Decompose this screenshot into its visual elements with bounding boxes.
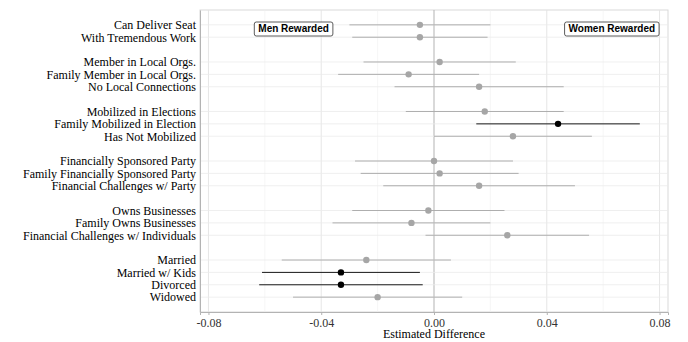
y-tick: Financial Challenges w/ Party — [52, 179, 200, 193]
y-tick: No Local Connections — [88, 80, 200, 94]
x-tick-label: 0.04 — [537, 316, 558, 330]
annotation: Women Rewarded — [565, 22, 660, 36]
y-axis-line — [200, 11, 201, 313]
point — [436, 59, 442, 65]
x-tick: 0.08 — [650, 312, 671, 330]
grid-line — [200, 136, 668, 137]
grid-line — [200, 61, 668, 62]
point — [417, 22, 423, 28]
chart: -0.08-0.040.000.040.08Can Deliver SeatWi… — [0, 0, 688, 342]
annotation: Men Rewarded — [254, 22, 333, 36]
y-tick-label: Widowed — [150, 290, 196, 304]
y-tick-label: Has Not Mobilized — [104, 130, 196, 144]
y-tick: Financial Challenges w/ Individuals — [23, 229, 200, 243]
y-tick: With Tremendous Work — [81, 31, 200, 45]
point — [476, 84, 482, 90]
point — [482, 108, 488, 114]
point — [504, 232, 510, 238]
x-tick: 0.04 — [537, 312, 558, 330]
y-axis: Can Deliver SeatWith Tremendous WorkMemb… — [23, 11, 201, 313]
point — [436, 170, 442, 176]
point — [338, 269, 344, 275]
y-tick-label: Financial Challenges w/ Individuals — [23, 229, 196, 243]
grid-line — [200, 123, 668, 124]
x-axis-title: Estimated Difference — [383, 327, 485, 341]
x-tick-label: -0.04 — [309, 316, 334, 330]
point — [338, 282, 344, 288]
y-tick-label: Financial Challenges w/ Party — [52, 179, 196, 193]
x-tick-label: 0.08 — [650, 316, 671, 330]
annotation-text: Men Rewarded — [258, 23, 329, 34]
annotation-box — [565, 22, 660, 36]
grid-line — [200, 284, 668, 285]
plot-frame — [200, 10, 668, 312]
point — [405, 71, 411, 77]
x-tick: -0.08 — [196, 312, 221, 330]
grid-line — [200, 272, 668, 273]
point — [555, 121, 561, 127]
grid-line — [200, 297, 668, 298]
marks — [259, 22, 640, 301]
annotation-box — [254, 22, 333, 36]
grid-line — [200, 260, 668, 261]
grid-line — [200, 210, 668, 211]
point — [476, 183, 482, 189]
point — [510, 133, 516, 139]
grid — [200, 10, 668, 312]
y-tick: Widowed — [150, 290, 200, 304]
y-tick: Has Not Mobilized — [104, 130, 200, 144]
grid-line — [200, 222, 668, 223]
point — [431, 158, 437, 164]
grid-line — [200, 86, 668, 87]
grid-line — [200, 173, 668, 174]
y-tick-label: No Local Connections — [88, 80, 196, 94]
y-tick-label: With Tremendous Work — [81, 31, 196, 45]
point — [374, 294, 380, 300]
point — [425, 207, 431, 213]
point — [408, 220, 414, 226]
plot: -0.08-0.040.000.040.08Can Deliver SeatWi… — [23, 10, 671, 330]
point — [363, 257, 369, 263]
grid-line — [200, 235, 668, 236]
annotation-text: Women Rewarded — [569, 23, 656, 34]
x-tick: -0.04 — [309, 312, 334, 330]
point — [417, 34, 423, 40]
grid-line — [200, 185, 668, 186]
grid-line — [200, 74, 668, 75]
grid-line — [200, 37, 668, 38]
grid-line — [200, 111, 668, 112]
x-tick-label: -0.08 — [196, 316, 221, 330]
